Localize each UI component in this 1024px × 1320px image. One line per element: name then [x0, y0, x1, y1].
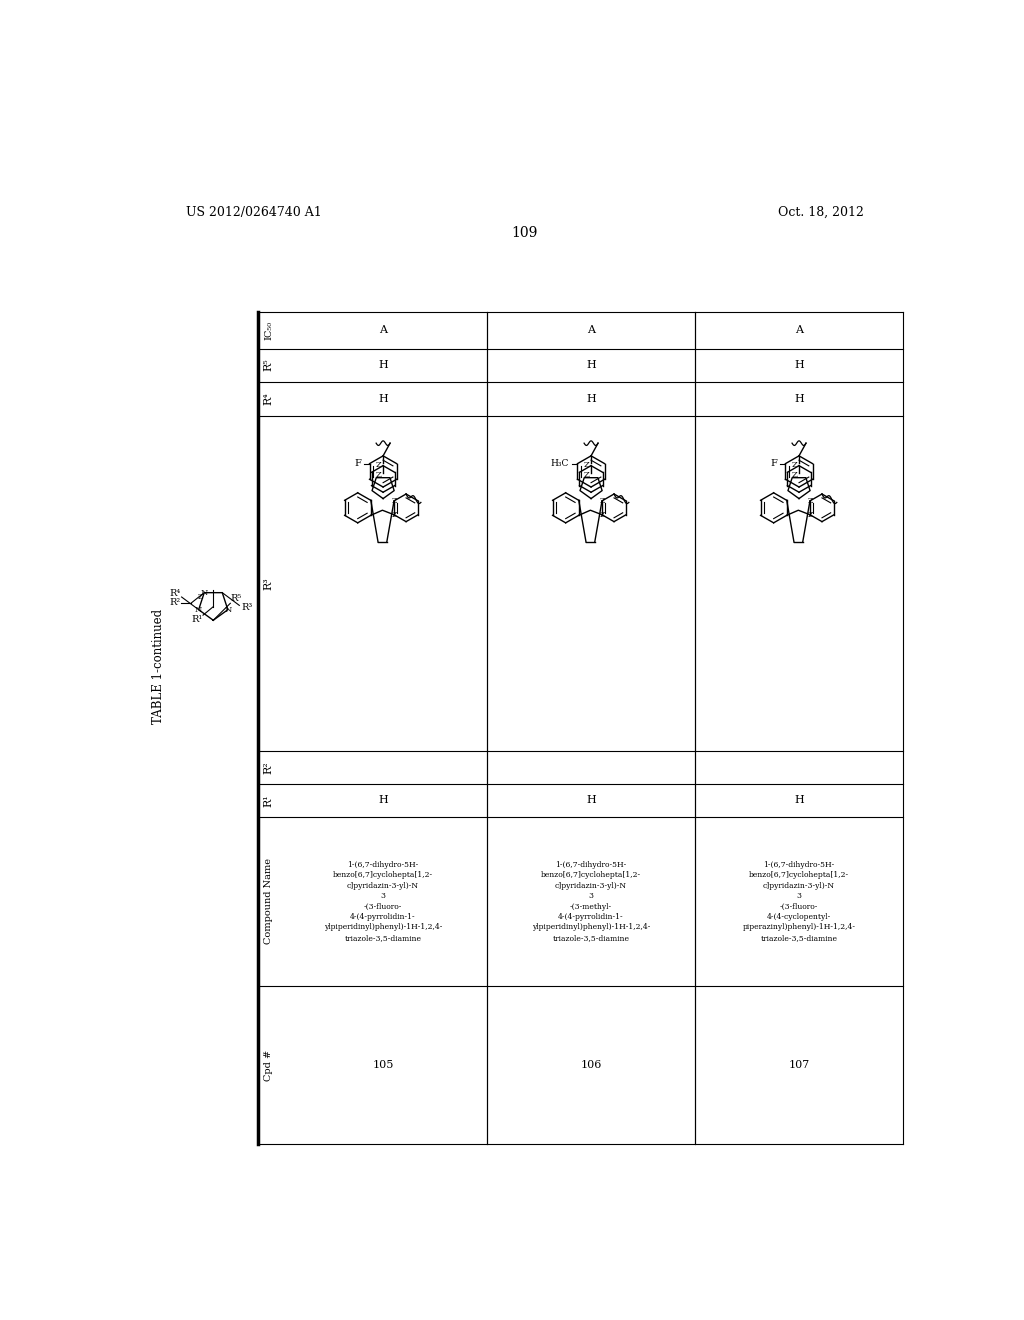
Text: H: H — [378, 360, 388, 370]
Text: Z: Z — [792, 461, 798, 469]
Text: Z: Z — [376, 461, 381, 469]
Text: Z: Z — [584, 461, 590, 469]
Text: Z: Z — [807, 511, 813, 519]
Text: H: H — [378, 795, 388, 805]
Text: 1-(6,7-dihydro-5H-
benzo[6,7]cyclohepta[1,2-
c]pyridazin-3-yl)-N
3
-(3-fluoro-
4: 1-(6,7-dihydro-5H- benzo[6,7]cyclohepta[… — [742, 861, 855, 942]
Text: R³: R³ — [242, 603, 253, 612]
Text: H: H — [795, 360, 804, 370]
Text: IC₅₀: IC₅₀ — [264, 321, 273, 341]
Text: Z: Z — [584, 471, 590, 479]
Text: R⁴: R⁴ — [263, 392, 273, 405]
Text: A: A — [795, 326, 803, 335]
Text: N: N — [224, 606, 231, 614]
Text: R⁵: R⁵ — [263, 359, 273, 371]
Text: R²: R² — [263, 762, 273, 774]
Text: US 2012/0264740 A1: US 2012/0264740 A1 — [186, 206, 322, 219]
Text: F: F — [354, 459, 361, 469]
Text: 107: 107 — [788, 1060, 810, 1071]
Text: R²: R² — [169, 598, 180, 607]
Text: H: H — [795, 395, 804, 404]
Text: 1-(6,7-dihydro-5H-
benzo[6,7]cyclohepta[1,2-
c]pyridazin-3-yl)-N
3
-(3-methyl-
4: 1-(6,7-dihydro-5H- benzo[6,7]cyclohepta[… — [531, 861, 650, 942]
Text: Z: Z — [792, 471, 798, 479]
Text: N: N — [201, 589, 208, 597]
Text: 109: 109 — [512, 226, 538, 240]
Text: R⁴: R⁴ — [170, 590, 181, 598]
Text: R⁵: R⁵ — [230, 594, 242, 603]
Text: A: A — [587, 326, 595, 335]
Text: F: F — [770, 459, 777, 469]
Text: Z: Z — [391, 511, 396, 519]
Text: Z: Z — [807, 496, 813, 506]
Text: A: A — [379, 326, 387, 335]
Text: H: H — [586, 360, 596, 370]
Text: R¹: R¹ — [191, 615, 203, 623]
Text: Cpd #: Cpd # — [264, 1049, 273, 1081]
Text: H: H — [795, 795, 804, 805]
Text: N: N — [195, 606, 203, 614]
Text: Oct. 18, 2012: Oct. 18, 2012 — [778, 206, 864, 219]
Text: Compound Name: Compound Name — [264, 858, 273, 944]
Text: Z: Z — [391, 496, 396, 506]
Text: 105: 105 — [373, 1060, 394, 1071]
Text: R¹: R¹ — [263, 793, 273, 807]
Text: H: H — [378, 395, 388, 404]
Text: TABLE 1-continued: TABLE 1-continued — [153, 609, 166, 725]
Text: Z: Z — [198, 593, 203, 601]
Text: Z: Z — [376, 471, 381, 479]
Text: 1-(6,7-dihydro-5H-
benzo[6,7]cyclohepta[1,2-
c]pyridazin-3-yl)-N
3
-(3-fluoro-
4: 1-(6,7-dihydro-5H- benzo[6,7]cyclohepta[… — [324, 861, 442, 942]
Text: H₃C: H₃C — [551, 459, 569, 469]
Text: R³: R³ — [263, 577, 273, 590]
Text: 106: 106 — [581, 1060, 602, 1071]
Text: H: H — [586, 395, 596, 404]
Text: H: H — [586, 795, 596, 805]
Text: Z: Z — [599, 511, 605, 519]
Text: Z: Z — [599, 496, 605, 506]
